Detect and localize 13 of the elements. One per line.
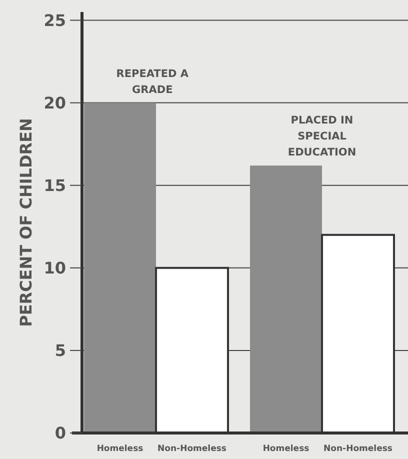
y-tick-label: 5 [54, 341, 66, 360]
annotation: REPEATED A GRADE [116, 68, 190, 96]
y-tick-label: 25 [44, 10, 66, 30]
annotation: PLACED IN SPECIAL EDUCATION [288, 114, 356, 159]
x-tick-label: Homeless [262, 444, 310, 454]
y-tick-label: 15 [44, 176, 66, 195]
y-tick-label: 0 [54, 424, 66, 443]
x-tick-label: Homeless [96, 444, 144, 454]
x-tick-label: Non-Homeless [324, 444, 392, 454]
y-tick-label: 20 [44, 93, 66, 112]
x-tick-label: Non-Homeless [158, 444, 226, 454]
y-tick-label: 10 [44, 258, 66, 278]
y-axis-title: PERCENT OF CHILDREN [16, 118, 36, 327]
